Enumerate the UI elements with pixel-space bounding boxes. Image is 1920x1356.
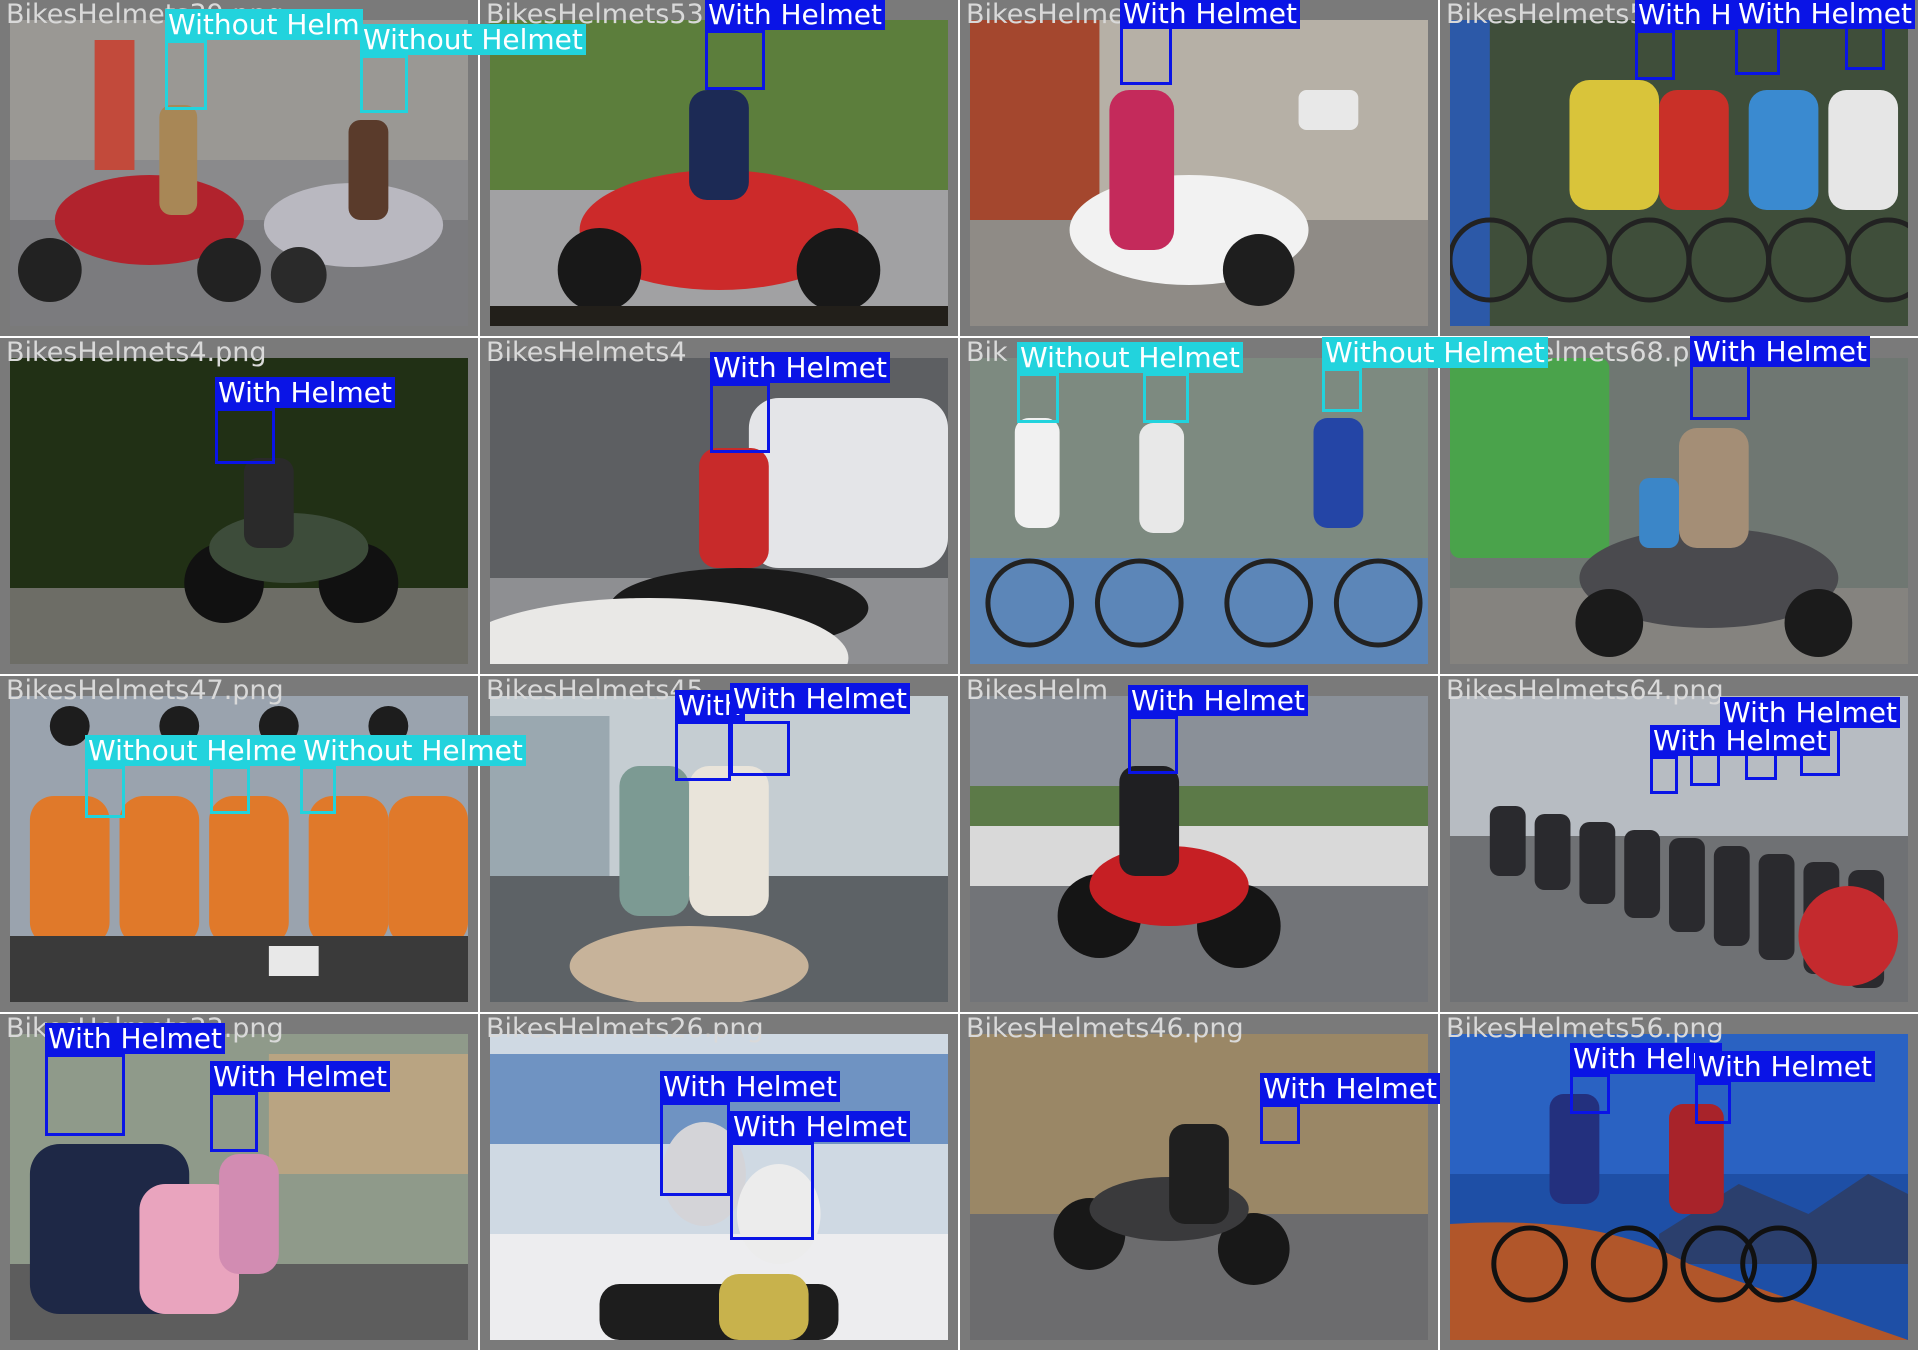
without-helmet-box: [210, 766, 250, 814]
image-tile: BikesHelmets56.png With Helm With Helmet: [1440, 1013, 1918, 1350]
with-helmet-label: With Helmet: [210, 1061, 391, 1092]
with-helmet-box: [210, 1092, 258, 1152]
image-tile: BikesHelmets50.png With H With Helmet: [1440, 0, 1918, 336]
tile-filename: BikesHelmets56.png: [1446, 1013, 1724, 1044]
image-tile: BikesHelmets4.png With Helmet: [0, 337, 478, 674]
image-tile: BikesHelmets45 With With Helmet: [480, 675, 958, 1012]
tile-filename: BikesHelmets64.png: [1446, 675, 1724, 706]
with-helmet-box: [1570, 1074, 1610, 1114]
without-helmet-label: Without Helmet: [1322, 337, 1548, 368]
with-helmet-label: With Helmet: [1690, 336, 1871, 367]
photo-placeholder: [490, 358, 948, 664]
tile-filename: BikesHelmets4: [486, 337, 687, 368]
image-tile: Bik Without Helmet Without Helmet: [960, 337, 1548, 674]
image-tile: BikesHelmets26.png With Helmet With Helmet: [480, 1013, 958, 1350]
with-helmet-box: [215, 408, 275, 464]
tile-filename: BikesHelmets45: [486, 675, 704, 706]
without-helmet-label: Without Helme: [85, 735, 300, 766]
photo-placeholder: [1450, 358, 1908, 664]
without-helmet-box: [300, 766, 336, 814]
with-helmet-box: [730, 1142, 814, 1240]
with-helmet-box: [660, 1102, 730, 1196]
with-helmet-label: With Helmet: [710, 352, 891, 383]
photo-placeholder: [1450, 1034, 1908, 1340]
tile-photo: [490, 696, 948, 1002]
with-helmet-label: With Helmet: [1720, 697, 1901, 728]
photo-placeholder: [490, 696, 948, 1002]
with-helmet-box: [1260, 1104, 1300, 1144]
tile-photo: [490, 358, 948, 664]
without-helmet-box: [1322, 368, 1362, 412]
image-tile: BikesHelmets5.png With Helmet: [960, 0, 1438, 336]
with-helmet-box: [1845, 25, 1885, 70]
tile-photo: [490, 20, 948, 326]
with-helmet-box: [1635, 30, 1675, 80]
photo-placeholder: [970, 696, 1428, 1002]
with-helmet-box: [1735, 25, 1780, 75]
without-helmet-box: [1143, 373, 1189, 423]
image-tile: BikesHelm With Helmet: [960, 675, 1438, 1012]
with-helmet-box: [710, 383, 770, 453]
tile-filename: Bik: [966, 337, 1008, 368]
tile-photo: [970, 696, 1428, 1002]
without-helmet-label: Without Helm: [165, 9, 363, 40]
with-helmet-box: [730, 721, 790, 776]
without-helmet-label: Without Helmet: [1017, 342, 1243, 373]
with-helmet-box: [45, 1054, 125, 1136]
without-helmet-box: [85, 766, 125, 818]
image-tile: BikesHelmets47.png Without Helme Without H…: [0, 675, 526, 1012]
with-helmet-box: [675, 721, 731, 781]
photo-placeholder: [490, 1034, 948, 1340]
with-helmet-box: [1695, 1082, 1731, 1124]
tile-photo: [1450, 20, 1908, 326]
image-tile: BikesHelmets64.png With Helmet With Helmet: [1440, 675, 1918, 1012]
without-helmet-label: Without Helmet: [360, 24, 586, 55]
with-helmet-label: With Helmet: [1735, 0, 1916, 29]
tile-filename: BikesHelmets47.png: [6, 675, 284, 706]
with-helmet-label: With Helmet: [1120, 0, 1301, 29]
tile-photo: [1450, 1034, 1908, 1340]
without-helmet-box: [165, 40, 207, 110]
with-helmet-label: With Helmet: [1695, 1051, 1876, 1082]
tile-filename: BikesHelm: [966, 675, 1109, 706]
tile-photo: [1450, 358, 1908, 664]
image-tile: BikesHelmets46.png With Helmet: [960, 1013, 1441, 1350]
photo-placeholder: [970, 20, 1428, 326]
photo-placeholder: [1450, 20, 1908, 326]
with-helmet-label: With Helmet: [730, 683, 911, 714]
tile-filename: BikesHelmets26.png: [486, 1013, 764, 1044]
tile-photo: [970, 20, 1428, 326]
with-helmet-label: With H: [1635, 0, 1735, 30]
tile-filename: BikesHelmets4.png: [6, 337, 267, 368]
with-helmet-label: With Helmet: [45, 1023, 226, 1054]
with-helmet-box: [705, 30, 765, 90]
tile-filename: BikesHelmets46.png: [966, 1013, 1244, 1044]
without-helmet-label: Without Helmet: [300, 735, 526, 766]
image-tile: BikesHelmets53.png With Helmet: [480, 0, 958, 336]
photo-placeholder: [490, 20, 948, 326]
with-helmet-box: [1650, 756, 1678, 794]
with-helmet-box: [1128, 716, 1178, 774]
image-tile: BikesHelmets4 With Helmet: [480, 337, 958, 674]
with-helmet-label: With Helm: [1570, 1043, 1722, 1074]
with-helmet-label: With Helmet: [1128, 685, 1309, 716]
image-tile: BikesHelmets68.png With Helmet: [1440, 336, 1918, 674]
with-helmet-label: With Helmet: [660, 1071, 841, 1102]
image-tile: BikesHelmets39.png Without Helm Without He…: [0, 0, 586, 336]
with-helmet-label: With Helmet: [1260, 1073, 1441, 1104]
without-helmet-box: [1017, 373, 1059, 423]
with-helmet-label: With Helmet: [705, 0, 886, 30]
tile-photo: [490, 1034, 948, 1340]
with-helmet-label: With Helmet: [1650, 725, 1831, 756]
without-helmet-box: [360, 55, 408, 113]
with-helmet-box: [1690, 360, 1750, 420]
with-helmet-label: With Helmet: [730, 1111, 911, 1142]
with-helmet-box: [1120, 25, 1172, 85]
with-helmet-label: With Helmet: [215, 377, 396, 408]
